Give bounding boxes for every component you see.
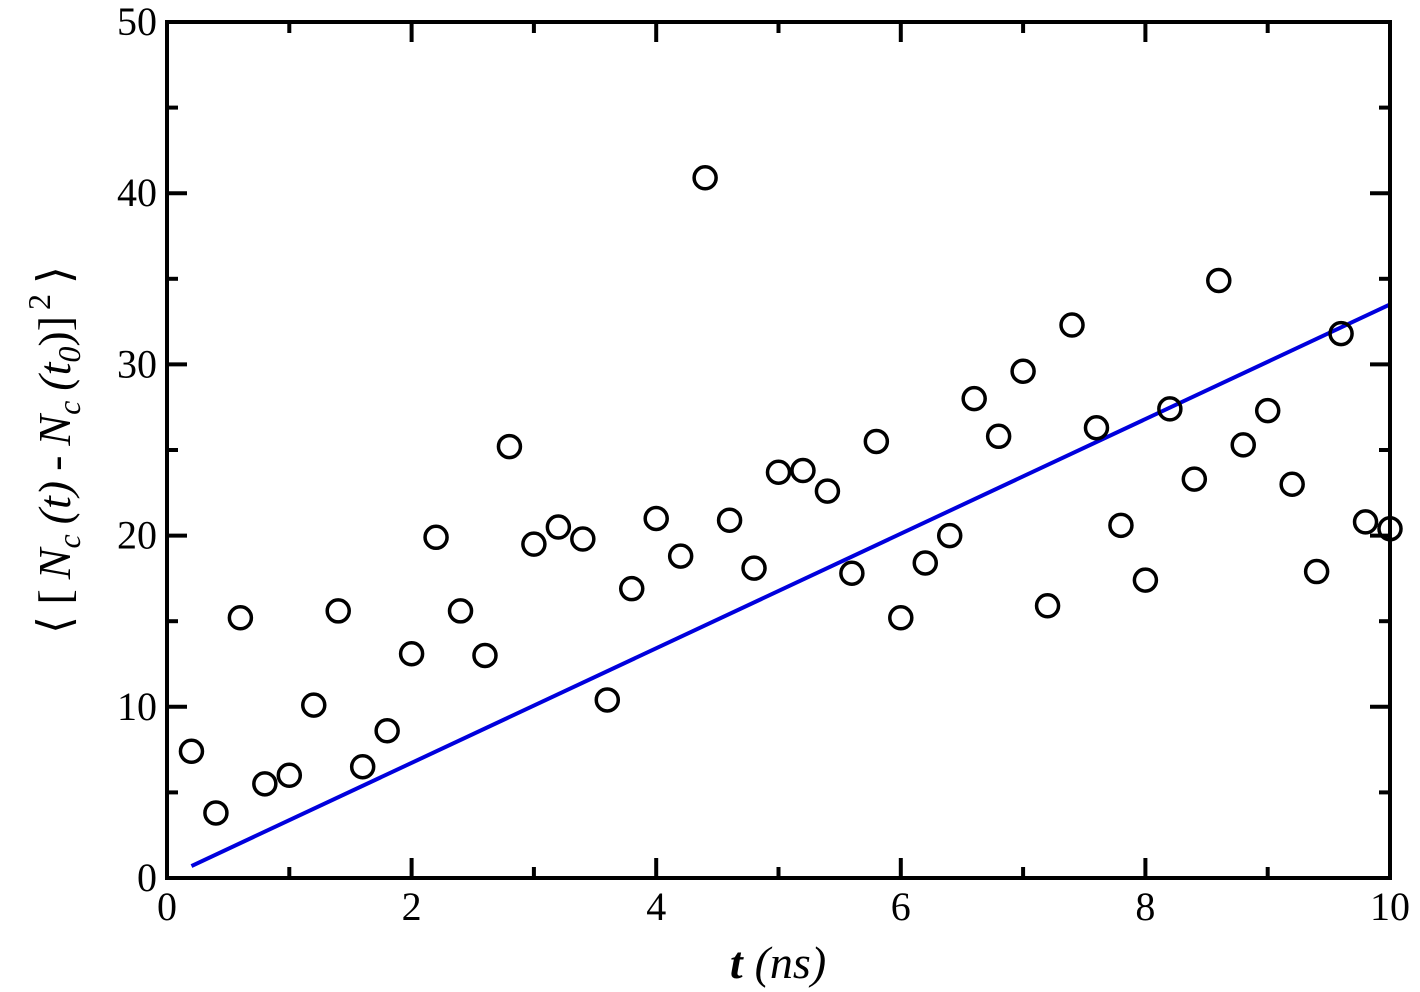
x-tick-label: 2 [402,884,422,929]
data-point [203,800,229,826]
data-point [1279,471,1305,497]
data-point [496,433,523,460]
data-point [276,762,303,789]
data-point [1132,567,1159,593]
fit-line-layer [190,302,1391,868]
y-tick-label: 0 [137,855,157,900]
x-tick-label: 10 [1370,884,1410,929]
data-point [912,550,939,576]
data-point [423,524,449,551]
data-point [472,642,498,669]
y-axis-arg-1: (t) [29,481,80,524]
data-point [252,771,278,797]
data-point [1108,512,1134,539]
y-axis-nc-1-sub: c [51,534,87,548]
data-point [1157,396,1183,422]
y-axis-arg-2-close: )] [29,316,80,347]
data-point [594,687,621,713]
data-point [765,459,792,486]
data-point [1181,466,1208,492]
data-point [1010,358,1036,384]
x-tick-label: 0 [157,884,177,929]
x-tick-label: 6 [891,884,911,929]
y-axis-minus: - [29,456,80,471]
y-axis-title: ⟨ [ Nc (t) - Nc (t0)] 2 ⟩ [21,266,87,634]
y-axis-arg-2-open: (t [29,361,80,390]
y-tick-label: 10 [117,684,157,729]
data-point [667,543,694,569]
data-point [888,605,914,631]
data-point [447,598,474,624]
data-point [1083,414,1110,441]
data-point [961,385,987,412]
data-point [1230,432,1256,458]
data-point [1034,593,1061,619]
data-point [521,531,547,557]
x-tick-label: 8 [1135,884,1155,929]
data-point [1352,509,1379,535]
data-point [374,718,400,744]
data-point [325,598,351,624]
data-point [985,423,1012,450]
data-point [1328,320,1354,347]
data-point [814,478,841,504]
y-axis-power: 2 [21,294,57,310]
y-tick-label: 40 [117,170,157,215]
data-point [618,575,645,602]
tick-labels: 0 2 4 6 8 10 0 10 20 30 40 50 [117,0,1410,929]
data-point [790,457,816,484]
plot-frame [165,20,1392,880]
data-point [178,738,205,765]
data-point [716,507,743,533]
y-axis-nc-2: N [29,413,80,447]
x-axis-variable: t [730,937,744,988]
y-axis-nc-1: N [29,546,80,580]
data-point [349,753,376,780]
data-point [398,640,425,667]
y-tick-label: 30 [117,341,157,386]
data-point [839,560,865,587]
data-point [1303,558,1330,585]
data-point [1206,267,1232,294]
y-axis-arg-2-sub: 0 [51,347,87,363]
y-tick-label: 50 [117,0,157,44]
data-point [1059,312,1085,338]
y-tick-label: 20 [117,513,157,558]
data-point [692,165,718,191]
data-point [545,514,572,540]
y-axis-nc-2-sub: c [51,401,87,415]
data-point [741,555,767,581]
y-axis-open-bracket: ⟨ [ [29,589,80,634]
data-point [301,692,327,718]
data-point [936,522,963,549]
data-point [643,505,669,532]
data-point [227,605,254,631]
x-axis-title: t (ns) [730,937,826,988]
fit-line [190,302,1391,868]
axis-ticks [165,20,1392,880]
data-point [863,428,890,455]
y-axis-close-bracket: ⟩ [29,266,80,284]
data-point [570,526,596,552]
data-point [1254,397,1281,424]
x-tick-label: 4 [646,884,666,929]
data-points [178,165,1403,826]
x-axis-unit: (ns) [755,937,827,988]
